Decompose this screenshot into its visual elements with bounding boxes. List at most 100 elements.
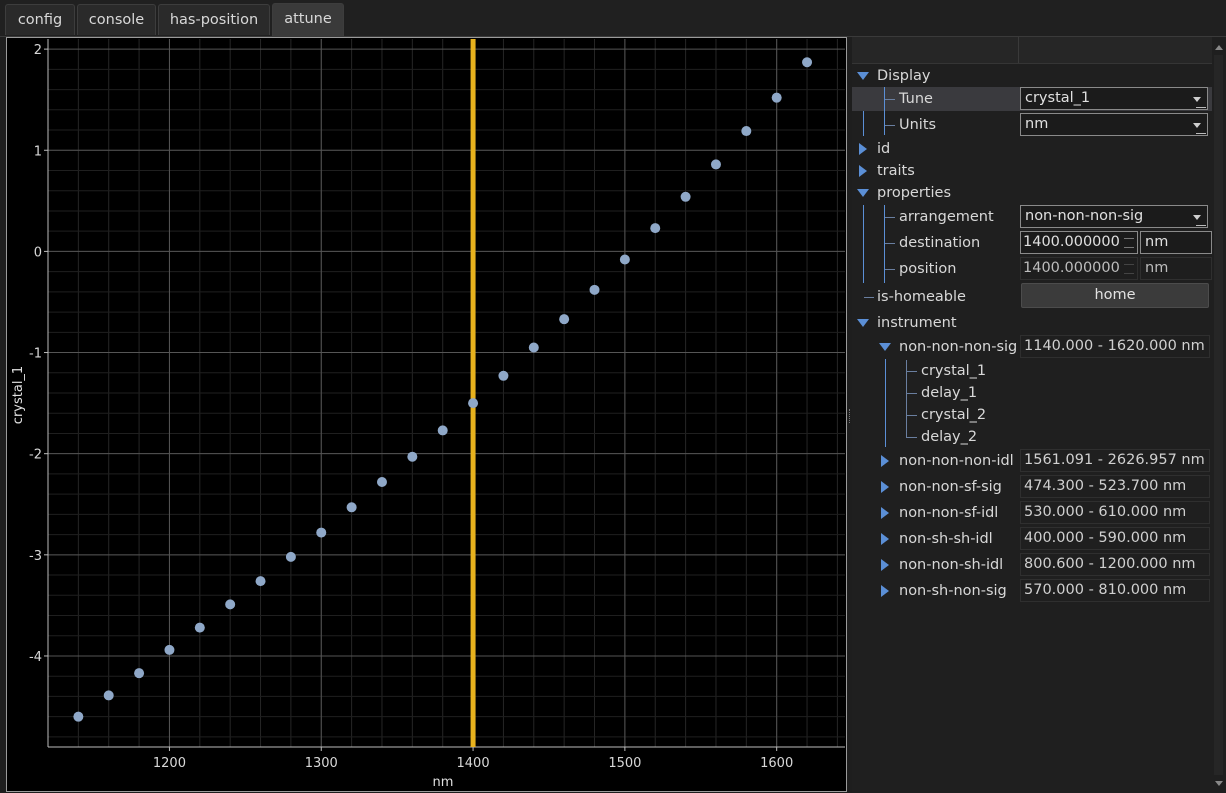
data-point bbox=[164, 644, 175, 655]
arrangement-item[interactable]: non-sh-non-sig bbox=[852, 579, 1212, 603]
tree-item-child[interactable]: crystal_1 bbox=[852, 359, 1212, 383]
tree-item-child[interactable]: delay_1 bbox=[852, 381, 1212, 405]
tree-item-arrangement[interactable]: arrangement bbox=[852, 205, 1212, 229]
tree-scrollbar[interactable] bbox=[1212, 37, 1226, 793]
tree-label: crystal_2 bbox=[921, 407, 987, 423]
destination-unit: nm bbox=[1145, 234, 1169, 250]
arrangement-select[interactable]: non-non-non-sig bbox=[1020, 205, 1208, 228]
tree-label: non-non-non-sig bbox=[899, 339, 1018, 355]
tree-item-destination[interactable]: destination bbox=[852, 231, 1212, 255]
expand-right-icon[interactable] bbox=[881, 559, 889, 571]
tree-item-child[interactable]: crystal_2 bbox=[852, 403, 1212, 427]
arrangement-item[interactable]: non-non-non-sig bbox=[852, 335, 1212, 359]
data-point bbox=[285, 551, 296, 562]
expand-down-icon[interactable] bbox=[857, 319, 869, 327]
tab-config[interactable]: config bbox=[5, 4, 75, 35]
panel-splitter[interactable] bbox=[848, 37, 852, 793]
plot-area[interactable]: 1200 1300 1400 1500 1600 2 1 0 -1 -2 -3 -4 nm cryst… bbox=[6, 37, 847, 792]
position-value: 1400.000000 bbox=[1023, 260, 1120, 276]
arrangement-range: 530.000 - 610.000 nm bbox=[1020, 501, 1210, 524]
tree-label: delay_1 bbox=[921, 385, 978, 401]
tree-label: non-sh-non-sig bbox=[899, 583, 1007, 599]
arrangement-item[interactable]: non-non-sh-idl bbox=[852, 553, 1212, 577]
expand-right-icon[interactable] bbox=[881, 481, 889, 493]
expand-right-icon[interactable] bbox=[881, 585, 889, 597]
y-tick-label: -4 bbox=[29, 650, 42, 665]
data-point bbox=[710, 159, 721, 170]
data-point bbox=[802, 57, 813, 68]
tab-console[interactable]: console bbox=[77, 4, 156, 35]
data-point bbox=[619, 254, 630, 265]
plot-axes bbox=[47, 39, 845, 748]
tree-header bbox=[852, 37, 1212, 64]
position-unit-label: nm bbox=[1145, 260, 1169, 276]
expand-right-icon[interactable] bbox=[881, 507, 889, 519]
position-unit: nm bbox=[1140, 257, 1212, 280]
data-point bbox=[468, 398, 479, 409]
tree-label: traits bbox=[877, 163, 915, 179]
arrangement-range: 800.600 - 1200.000 nm bbox=[1020, 553, 1210, 576]
tree-item-traits[interactable]: traits bbox=[852, 159, 1212, 183]
tree-item-position[interactable]: position bbox=[852, 257, 1212, 281]
expand-right-icon[interactable] bbox=[881, 533, 889, 545]
units-select[interactable]: nm bbox=[1020, 113, 1208, 136]
data-point bbox=[194, 622, 205, 633]
home-button[interactable]: home bbox=[1021, 283, 1209, 308]
arrangement-item[interactable]: non-sh-sh-idl bbox=[852, 527, 1212, 551]
tree-label: Units bbox=[899, 117, 937, 133]
tree-label: id bbox=[877, 141, 891, 157]
data-point bbox=[225, 599, 236, 610]
x-tick-label: 1600 bbox=[760, 756, 793, 771]
expand-down-icon[interactable] bbox=[857, 72, 869, 80]
data-point bbox=[407, 451, 418, 462]
tune-select[interactable]: crystal_1 bbox=[1020, 87, 1208, 110]
scatter-plot[interactable]: 1200 1300 1400 1500 1600 2 1 0 -1 -2 -3 -4 nm cryst… bbox=[7, 38, 846, 791]
scroll-down-icon[interactable] bbox=[1215, 781, 1223, 786]
expand-down-icon[interactable] bbox=[879, 343, 891, 351]
expand-right-icon[interactable] bbox=[859, 165, 867, 177]
tab-attune[interactable]: attune bbox=[272, 3, 344, 36]
tree-item-child[interactable]: delay_2 bbox=[852, 425, 1212, 449]
y-tick-label: 1 bbox=[34, 144, 42, 159]
y-axis-label: crystal_1 bbox=[11, 366, 26, 424]
destination-spinbox[interactable]: 1400.000000 bbox=[1020, 231, 1138, 254]
tree-label: delay_2 bbox=[921, 429, 978, 445]
arrangement-item[interactable]: non-non-sf-idl bbox=[852, 501, 1212, 525]
data-point bbox=[376, 477, 387, 488]
y-tick-label: -1 bbox=[29, 347, 42, 362]
data-point bbox=[771, 92, 782, 103]
x-tick-label: 1300 bbox=[305, 756, 338, 771]
arrangement-item[interactable]: non-non-non-idl bbox=[852, 449, 1212, 473]
destination-value: 1400.000000 bbox=[1023, 234, 1120, 250]
x-axis-label: nm bbox=[433, 775, 454, 790]
expand-down-icon[interactable] bbox=[857, 189, 869, 197]
destination-unit-select[interactable]: nm bbox=[1140, 231, 1212, 254]
tree-item-units[interactable]: Units bbox=[852, 113, 1212, 137]
y-tick-label: -2 bbox=[29, 448, 42, 463]
tab-has-position[interactable]: has-position bbox=[158, 4, 270, 35]
data-points bbox=[73, 57, 813, 722]
expand-right-icon[interactable] bbox=[859, 143, 867, 155]
arrangement-item[interactable]: non-non-sf-sig bbox=[852, 475, 1212, 499]
tune-value: crystal_1 bbox=[1025, 90, 1091, 106]
tree-item-display[interactable]: Display bbox=[852, 64, 1212, 88]
data-point bbox=[346, 502, 357, 513]
tree-label: non-non-non-idl bbox=[899, 453, 1014, 469]
data-point bbox=[103, 690, 114, 701]
tree-label: instrument bbox=[877, 315, 957, 331]
data-point bbox=[316, 527, 327, 538]
tree-item-properties[interactable]: properties bbox=[852, 181, 1212, 205]
scroll-up-icon[interactable] bbox=[1215, 45, 1223, 50]
tree-label: non-non-sf-sig bbox=[899, 479, 1002, 495]
tree-item-id[interactable]: id bbox=[852, 137, 1212, 161]
scroll-track[interactable] bbox=[1214, 55, 1223, 775]
arrangement-range: 570.000 - 810.000 nm bbox=[1020, 579, 1210, 602]
tree-item-instrument[interactable]: instrument bbox=[852, 311, 1212, 335]
tree-label: non-sh-sh-idl bbox=[899, 531, 993, 547]
position-readout: 1400.000000 bbox=[1020, 257, 1138, 280]
data-point bbox=[650, 223, 661, 234]
tree-label: properties bbox=[877, 185, 951, 201]
expand-right-icon[interactable] bbox=[881, 455, 889, 467]
data-point bbox=[498, 370, 509, 381]
arrangement-value: non-non-non-sig bbox=[1025, 208, 1144, 224]
